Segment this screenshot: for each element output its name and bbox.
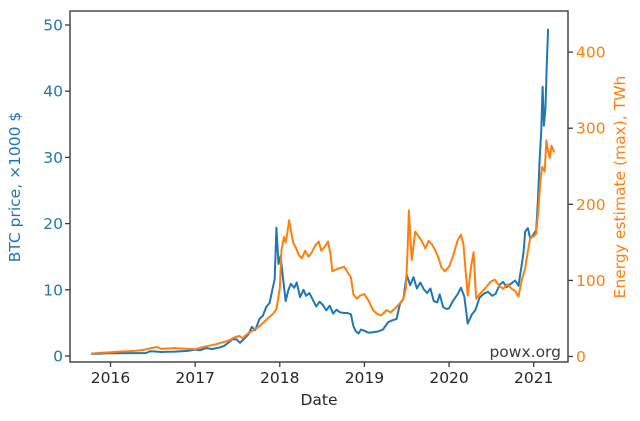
- plot-frame: [69, 10, 569, 363]
- y-left-tick-label: 40: [43, 83, 63, 101]
- energy-line: [90, 139, 555, 355]
- y-axis-right: 0 100 200 300 400: [568, 44, 606, 366]
- x-tick-label: 2020: [429, 369, 468, 387]
- x-axis: 2016 2017 2018 2019 2020 2021: [91, 362, 553, 387]
- y-left-tick-label: 50: [43, 17, 63, 35]
- y-axis-right-title: Energy estimate (max), TWh: [611, 76, 629, 299]
- x-tick-label: 2021: [514, 369, 553, 387]
- y-left-tick-label: 10: [43, 281, 63, 299]
- x-tick-label: 2016: [91, 369, 130, 387]
- y-axis-left: 0 10 20 30 40 50: [43, 17, 70, 366]
- x-tick-label: 2017: [175, 369, 214, 387]
- x-tick-label: 2019: [345, 369, 384, 387]
- y-left-tick-label: 20: [43, 215, 63, 233]
- y-right-tick-label: 300: [576, 120, 606, 138]
- watermark-text: powx.org: [489, 343, 561, 361]
- series-group: [90, 28, 555, 355]
- y-right-tick-label: 100: [576, 272, 606, 290]
- y-left-tick-label: 0: [53, 348, 63, 366]
- y-right-tick-label: 0: [576, 348, 586, 366]
- y-left-tick-label: 30: [43, 149, 63, 167]
- x-tick-label: 2018: [260, 369, 299, 387]
- y-right-tick-label: 400: [576, 44, 606, 62]
- y-axis-left-title: BTC price, ×1000 $: [6, 112, 24, 263]
- y-right-tick-label: 200: [576, 196, 606, 214]
- btc-price-line: [90, 28, 550, 355]
- x-axis-title: Date: [300, 391, 337, 409]
